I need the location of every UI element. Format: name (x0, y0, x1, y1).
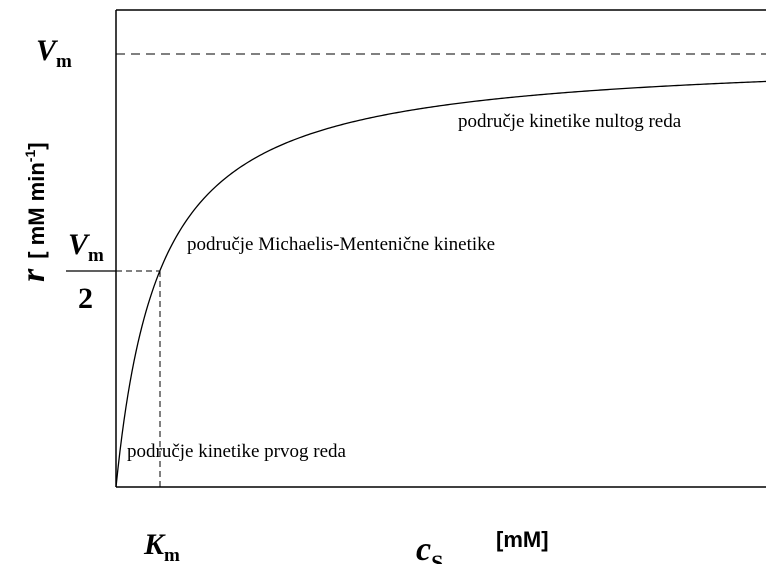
symbol: V (68, 228, 91, 261)
michaelis-menten-curve (115, 80, 766, 488)
region-label: područje kinetike nultog reda (458, 111, 682, 132)
half-vmax-denominator: 2 (78, 282, 93, 315)
subscript: S (431, 550, 443, 564)
symbol: r (15, 268, 52, 282)
km-label: Km (143, 528, 180, 564)
unit-close: ] (24, 142, 49, 149)
x-axis-unit: [mM] (496, 527, 549, 552)
symbol: K (143, 528, 166, 561)
region-label: područje kinetike prvog reda (127, 441, 347, 462)
exponent: -1 (22, 150, 38, 163)
symbol: c (416, 531, 431, 564)
region-label: područje Michaelis-Mentenične kinetike (187, 234, 495, 255)
subscript: m (88, 245, 104, 266)
unit: [ mM min (24, 162, 49, 259)
x-axis-symbol: cS (416, 531, 443, 564)
vmax-label: Vm (36, 34, 72, 72)
subscript: m (56, 51, 72, 72)
y-axis-label: r [ mM min-1] (15, 142, 52, 282)
subscript: m (164, 545, 180, 564)
symbol: V (36, 34, 59, 67)
half-vmax-numerator: Vm (68, 228, 104, 266)
